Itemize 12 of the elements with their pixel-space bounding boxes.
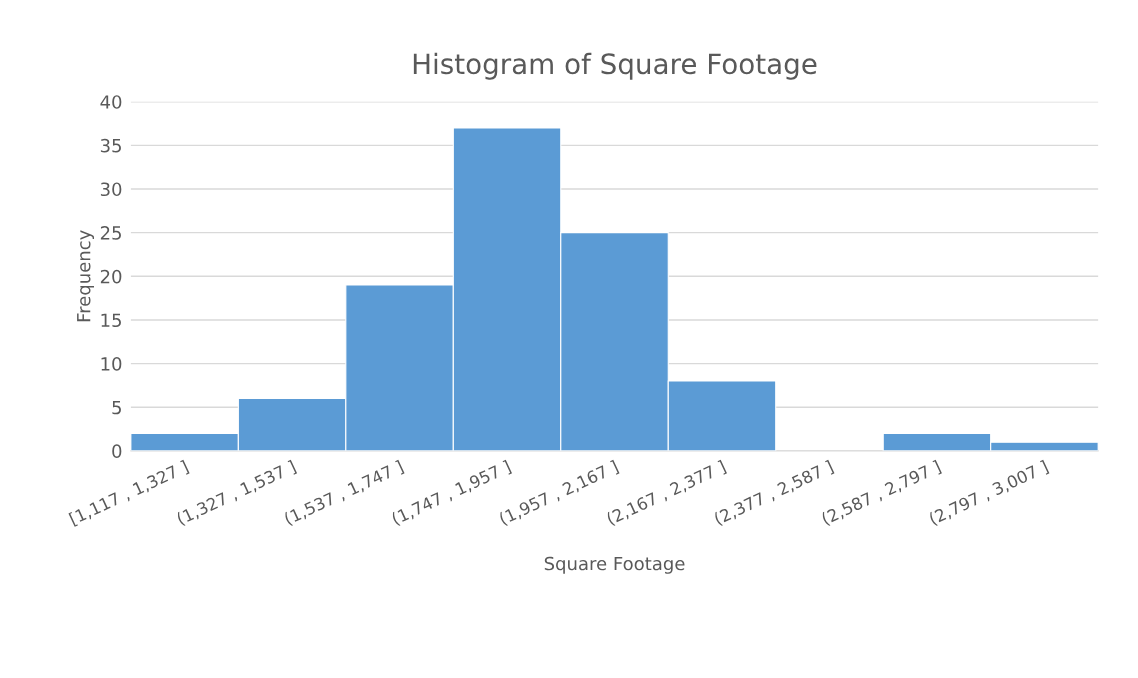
- y-tick-label: 5: [112, 400, 121, 415]
- y-tick-label: 15: [101, 313, 121, 328]
- y-tick-label: 0: [112, 444, 122, 458]
- x-axis-title: Square Footage: [544, 556, 685, 574]
- chart-title: Histogram of Square Footage: [413, 52, 817, 80]
- y-tick-label: 35: [100, 138, 121, 153]
- y-tick-label: 25: [100, 226, 121, 240]
- y-tick-label: 20: [100, 269, 122, 284]
- y-tick-label: 30: [100, 182, 122, 197]
- y-tick-label: 40: [100, 95, 122, 109]
- y-axis-title: Frequency: [77, 230, 95, 322]
- y-tick-label: 10: [101, 357, 122, 371]
